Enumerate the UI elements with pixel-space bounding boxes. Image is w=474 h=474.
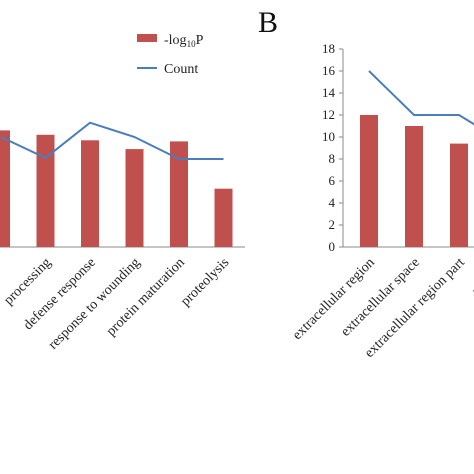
y-tick-label: 12 <box>322 107 335 122</box>
category-label: proteolysis <box>178 255 232 309</box>
panel-b-y-ticks: 0 2 4 6 8 10 12 14 16 18 <box>322 41 343 254</box>
panel-a-count-line <box>0 121 224 160</box>
legend: -log10P Count <box>137 33 204 77</box>
bar <box>81 140 99 247</box>
y-tick-label: 8 <box>329 151 336 166</box>
y-tick-label: 4 <box>329 195 336 210</box>
bar <box>125 149 144 247</box>
bar <box>36 134 55 247</box>
legend-count-label: Count <box>164 62 198 77</box>
bar <box>214 188 233 247</box>
bar <box>360 115 378 247</box>
y-tick-label: 14 <box>322 85 336 100</box>
panel-label-b: B <box>258 6 278 39</box>
panel-b-bars <box>360 115 468 247</box>
category-label: vesicle l <box>470 255 474 298</box>
category-label: extracellular region <box>290 255 378 343</box>
y-tick-label: 18 <box>322 41 335 56</box>
y-tick-label: 2 <box>329 217 336 232</box>
y-tick-label: 6 <box>329 173 336 188</box>
bar <box>170 141 188 247</box>
legend-bar-swatch <box>137 34 157 42</box>
chart-panel-b: 0 2 4 6 8 10 12 14 16 18 extracellular regionextr… <box>290 41 474 361</box>
y-tick-label: 10 <box>322 129 335 144</box>
bar <box>0 130 10 247</box>
bar <box>405 126 423 247</box>
panel-a-bars <box>0 130 233 247</box>
y-tick-label: 16 <box>322 63 336 78</box>
category-label: extracellular space <box>338 255 423 340</box>
legend-bar-label: -log10P <box>164 33 204 49</box>
category-label: protein maturation <box>104 255 188 339</box>
y-tick-label: 0 <box>329 239 336 254</box>
panel-b-count-line <box>368 70 474 126</box>
bar <box>450 143 468 247</box>
